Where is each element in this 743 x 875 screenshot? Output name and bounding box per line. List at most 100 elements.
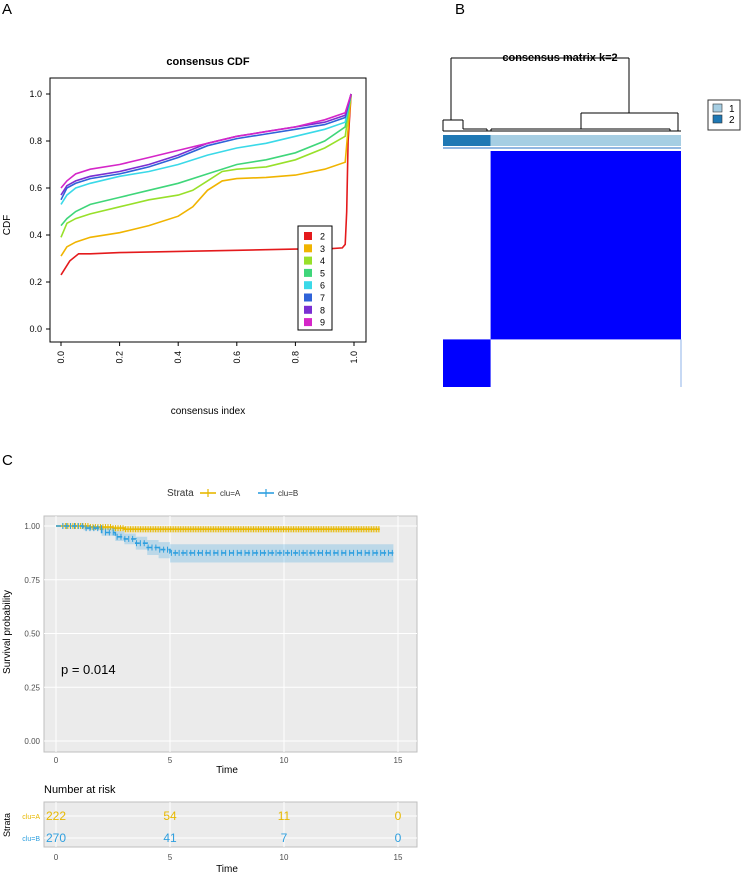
km-legend-title: Strata <box>167 488 194 499</box>
cdf-legend-box <box>297 225 333 331</box>
risk-row-label: clu=A <box>22 814 40 821</box>
cdf-line-4 <box>60 93 352 238</box>
cdf-line-9 <box>60 93 352 189</box>
cdf-ytick-label: 0.2 <box>29 277 42 287</box>
consensus-matrix: consensus matrix k=2 12 <box>442 52 741 387</box>
risk-table-title: Number at risk <box>44 784 116 796</box>
risk-count: 270 <box>46 831 66 845</box>
matrix-annotation-cluster-1 <box>490 135 681 146</box>
cdf-legend-label: 8 <box>320 305 325 315</box>
cdf-legend-swatch <box>304 244 312 253</box>
cdf-xtick-label: 0.8 <box>290 351 300 364</box>
cdf-legend-swatch <box>304 293 312 302</box>
cdf-ytick-label: 0.6 <box>29 183 42 193</box>
cdf-series <box>60 93 352 276</box>
risk-table-ylabel: Strata <box>2 813 12 837</box>
panel-label-c: C <box>2 452 13 469</box>
cdf-xtick-label: 0.6 <box>232 351 242 364</box>
risk-table-xlabel: Time <box>216 864 238 875</box>
km-curve-clu=B <box>56 525 394 554</box>
km-ci-band-clu=B <box>56 526 394 563</box>
cdf-line-3 <box>60 93 352 257</box>
km-pvalue: p = 0.014 <box>61 662 116 677</box>
matrix-legend-swatch <box>712 103 723 113</box>
cdf-title: consensus CDF <box>166 56 249 68</box>
km-legend-label: clu=A <box>220 489 241 498</box>
risk-xtick-label: 15 <box>394 853 403 862</box>
km-legend-label: clu=B <box>278 489 298 498</box>
cdf-plot-frame <box>49 77 367 343</box>
dendrogram <box>442 57 681 132</box>
km-legend: Strata clu=A clu=B <box>167 488 298 499</box>
cdf-legend-swatch <box>304 318 312 327</box>
cdf-ytick-label: 1.0 <box>29 89 42 99</box>
risk-count: 0 <box>395 809 402 823</box>
cdf-ytick-label: 0.0 <box>29 324 42 334</box>
risk-table-panel <box>43 801 418 848</box>
risk-count: 222 <box>46 809 66 823</box>
cdf-legend: 2 3 4 5 6 7 8 9 <box>304 232 325 328</box>
matrix-block-cluster-2 <box>443 339 491 387</box>
risk-count: 7 <box>281 831 288 845</box>
risk-xtick-label: 5 <box>168 853 173 862</box>
matrix-block-cluster-1 <box>490 151 681 340</box>
km-ytick-label: 0.00 <box>24 737 40 746</box>
risk-xtick-label: 10 <box>280 853 289 862</box>
cdf-xtick-label: 1.0 <box>349 351 359 364</box>
cdf-chart: consensus CDF consensus index CDF 0.0 0.2… <box>2 56 367 417</box>
risk-count: 0 <box>395 831 402 845</box>
cdf-legend-label: 9 <box>320 318 325 328</box>
cdf-ytick-label: 0.4 <box>29 230 42 240</box>
cdf-line-6 <box>60 93 352 205</box>
km-ytick-label: 0.75 <box>24 576 40 585</box>
cdf-ytick-label: 0.8 <box>29 136 42 146</box>
cdf-legend-label: 6 <box>320 281 325 291</box>
matrix-legend-label: 2 <box>729 115 735 126</box>
matrix-annotation-cluster-2 <box>443 135 491 146</box>
cdf-legend-label: 3 <box>320 244 325 254</box>
risk-count: 11 <box>278 809 291 823</box>
risk-table: 0 5 10 15 clu=A 222 54 11 0 clu=B 270 41 7 0 <box>22 802 417 862</box>
cdf-legend-swatch <box>304 256 312 265</box>
dendro-right-a <box>580 112 679 131</box>
survival-chart: Strata clu=A clu=B 0.00 0.25 0.50 0.75 1.00 0 5… <box>2 488 418 875</box>
panel-label-b: B <box>455 1 465 18</box>
cdf-xtick-label: 0.2 <box>115 351 125 364</box>
matrix-legend: 12 <box>712 103 735 126</box>
cdf-xtick-label: 0.0 <box>56 351 66 364</box>
dendro-root <box>450 57 630 120</box>
cdf-legend-swatch <box>304 281 312 290</box>
cdf-line-8 <box>60 93 352 196</box>
cdf-legend-swatch <box>304 232 312 240</box>
cdf-legend-swatch <box>304 268 312 277</box>
cdf-xlabel: consensus index <box>171 406 246 417</box>
cdf-line-2 <box>60 93 352 276</box>
risk-count: 41 <box>163 831 177 845</box>
cdf-xtick-label: 0.4 <box>173 351 183 364</box>
km-xtick-label: 0 <box>54 756 59 765</box>
km-grid: 0.00 0.25 0.50 0.75 1.00 0 5 10 15 <box>24 516 417 765</box>
cdf-line-5 <box>60 93 352 227</box>
km-xlabel: Time <box>216 765 238 776</box>
risk-count: 54 <box>163 809 177 823</box>
dendro-left-a <box>442 119 464 131</box>
km-ytick-label: 0.25 <box>24 683 40 692</box>
km-xtick-label: 5 <box>168 756 173 765</box>
matrix-body <box>443 135 682 387</box>
km-ytick-label: 0.50 <box>24 630 40 639</box>
km-ytick-label: 1.00 <box>24 522 40 531</box>
matrix-legend-swatch <box>712 114 723 124</box>
km-ylabel: Survival probability <box>2 590 13 674</box>
km-xtick-label: 15 <box>394 756 403 765</box>
cdf-legend-label: 2 <box>320 232 325 242</box>
cdf-legend-label: 4 <box>320 256 325 266</box>
cdf-legend-label: 5 <box>320 268 325 278</box>
cdf-legend-swatch <box>304 305 312 314</box>
matrix-legend-label: 1 <box>729 104 735 115</box>
risk-xtick-label: 0 <box>54 853 59 862</box>
cdf-ylabel: CDF <box>2 215 13 236</box>
cdf-legend-label: 7 <box>320 293 325 303</box>
cdf-line-7 <box>60 93 352 201</box>
km-xtick-label: 10 <box>280 756 289 765</box>
